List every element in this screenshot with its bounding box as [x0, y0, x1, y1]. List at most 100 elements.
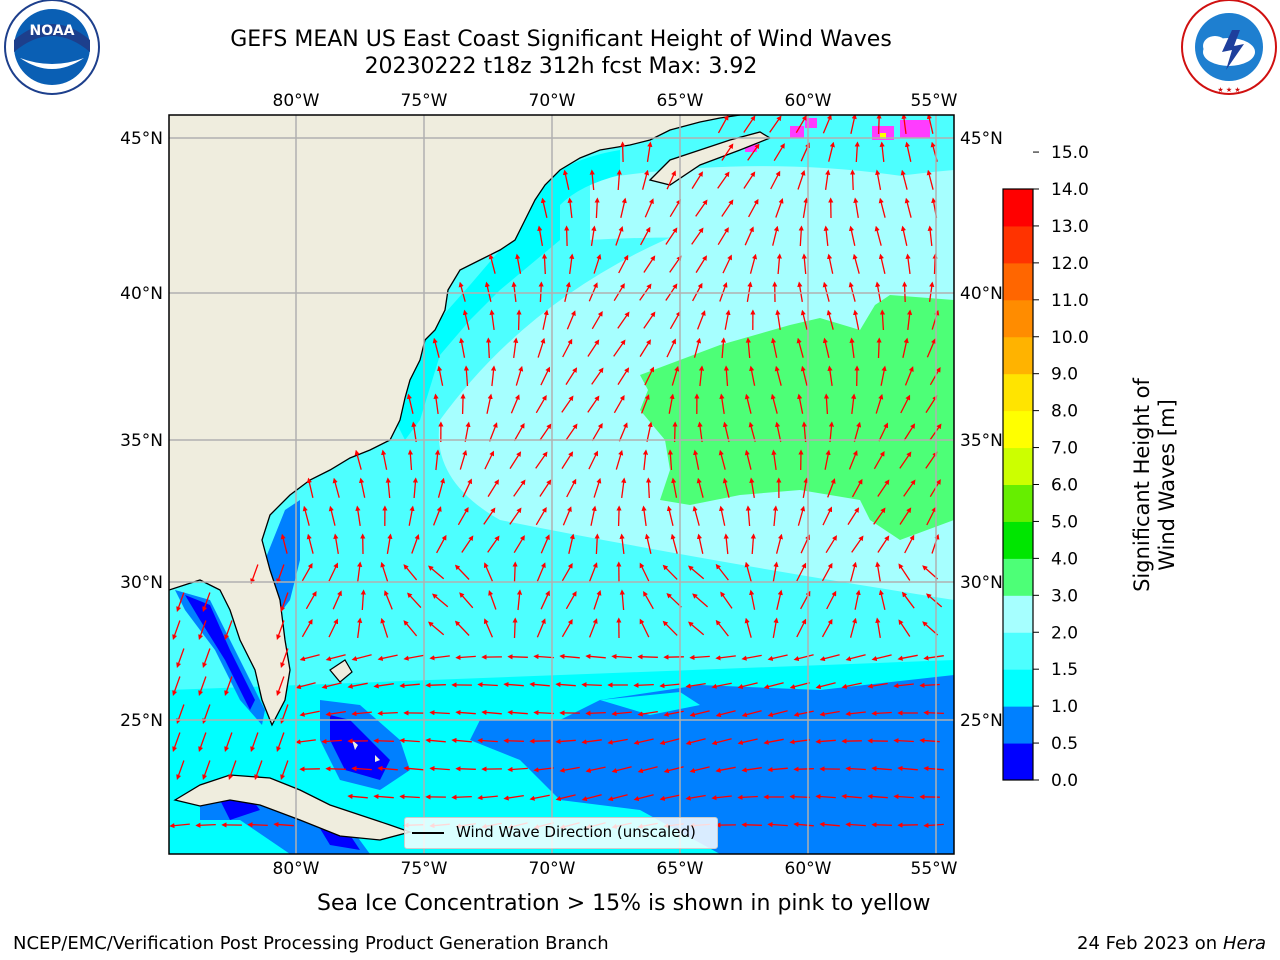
wave-direction-arrow [743, 115, 756, 133]
wave-direction-arrow [561, 562, 573, 582]
wave-direction-arrow [354, 449, 362, 470]
wave-direction-arrow [659, 738, 680, 746]
wave-direction-arrow [841, 682, 862, 689]
wave-direction-arrow [377, 710, 398, 716]
wave-direction-arrow [301, 562, 313, 582]
wave-direction-arrow [276, 732, 285, 752]
wave-direction-arrow [671, 365, 680, 386]
wave-direction-arrow [565, 590, 577, 610]
wave-direction-arrow [877, 479, 890, 497]
wave-direction-arrow [562, 338, 573, 358]
wave-direction-arrow [355, 505, 361, 526]
wave-direction-arrow [797, 170, 806, 190]
wave-direction-arrow [594, 197, 600, 219]
wave-direction-arrow [897, 765, 918, 772]
wave-direction-arrow [848, 225, 856, 246]
wave-direction-arrow [772, 617, 779, 639]
wave-direction-arrow [718, 449, 726, 470]
wave-direction-arrow [561, 395, 574, 413]
wave-direction-arrow [381, 449, 388, 470]
wave-direction-arrow [587, 395, 600, 413]
wave-direction-arrow [724, 309, 731, 330]
wave-direction-arrow [718, 505, 726, 526]
wave-direction-arrow [485, 337, 492, 359]
wave-direction-arrow [767, 710, 788, 718]
wave-direction-arrow [845, 821, 866, 828]
wave-direction-arrow [722, 254, 732, 274]
wave-direction-arrow [481, 709, 502, 716]
wave-direction-arrow [616, 169, 622, 191]
wave-direction-arrow [459, 449, 468, 470]
wave-direction-arrow [459, 592, 474, 609]
wave-direction-arrow [507, 709, 528, 716]
wave-direction-arrow [769, 115, 782, 133]
wave-direction-arrow [666, 338, 676, 358]
wave-direction-arrow [585, 710, 606, 716]
lon-label-top: 75°W [401, 91, 448, 111]
wave-direction-arrow [224, 676, 233, 696]
wave-direction-arrow [373, 738, 394, 744]
wave-direction-arrow [772, 505, 779, 527]
lat-label-left: 35°N [120, 431, 163, 451]
wave-direction-arrow [621, 477, 627, 498]
wave-direction-arrow [224, 620, 233, 640]
wave-direction-arrow [767, 821, 788, 828]
wave-direction-arrow [172, 620, 181, 640]
wave-direction-arrow [633, 682, 654, 688]
wave-direction-arrow [899, 507, 912, 525]
wave-direction-arrow [619, 533, 625, 554]
wave-direction-arrow [515, 365, 524, 386]
national-weather-service-logo: ★ ★ ★ [1181, 0, 1277, 95]
wave-direction-arrow [898, 619, 911, 637]
wave-direction-arrow [841, 793, 862, 800]
wave-direction-arrow [749, 589, 756, 610]
wave-direction-arrow [533, 710, 554, 716]
wave-direction-arrow [540, 590, 550, 610]
wave-direction-arrow [611, 653, 632, 660]
wave-direction-arrow [437, 365, 444, 386]
colorbar-segment [1003, 595, 1033, 633]
wave-direction-arrow [425, 737, 446, 744]
wave-direction-arrow [542, 309, 549, 330]
wave-direction-arrow [926, 169, 934, 190]
wave-direction-arrow [611, 766, 632, 774]
wave-direction-arrow [432, 593, 449, 608]
wave-direction-arrow [299, 654, 320, 662]
wave-direction-arrow [696, 310, 706, 330]
wave-direction-arrow [923, 822, 944, 829]
wave-direction-arrow [483, 618, 493, 638]
wave-direction-arrow [745, 505, 751, 527]
wave-direction-arrow [633, 738, 654, 745]
wave-direction-arrow [411, 534, 420, 554]
wave-direction-arrow [828, 141, 835, 162]
wave-direction-arrow [541, 253, 548, 275]
wave-direction-arrow [562, 169, 570, 190]
wave-direction-arrow [299, 710, 320, 717]
wave-direction-arrow [172, 676, 181, 696]
wave-direction-arrow [744, 449, 752, 470]
wave-direction-arrow [641, 505, 647, 526]
colorbar-tick-label: 8.0 [1051, 402, 1078, 422]
wave-direction-arrow [593, 253, 602, 274]
wave-direction-arrow [429, 710, 450, 716]
wave-direction-arrow [644, 366, 654, 386]
wave-direction-arrow [228, 760, 237, 780]
wave-direction-arrow [741, 822, 762, 828]
wave-direction-arrow [436, 534, 447, 554]
wave-direction-arrow [588, 562, 598, 582]
wave-direction-arrow [770, 337, 778, 358]
wave-direction-arrow [645, 477, 652, 499]
wave-direction-arrow [198, 620, 207, 640]
wave-direction-arrow [801, 421, 807, 443]
wave-direction-arrow [357, 561, 363, 582]
wave-direction-arrow [643, 255, 656, 273]
lon-label-bottom: 70°W [529, 859, 576, 879]
wave-direction-arrow [926, 506, 937, 526]
wave-direction-arrow [280, 533, 288, 554]
colorbar-tick-label: 11.0 [1051, 291, 1089, 311]
wave-direction-arrow [377, 654, 398, 661]
lon-label-bottom: 80°W [273, 859, 320, 879]
wave-direction-arrow [412, 477, 418, 499]
wave-direction-arrow [929, 479, 941, 498]
wave-direction-arrow [618, 254, 629, 274]
